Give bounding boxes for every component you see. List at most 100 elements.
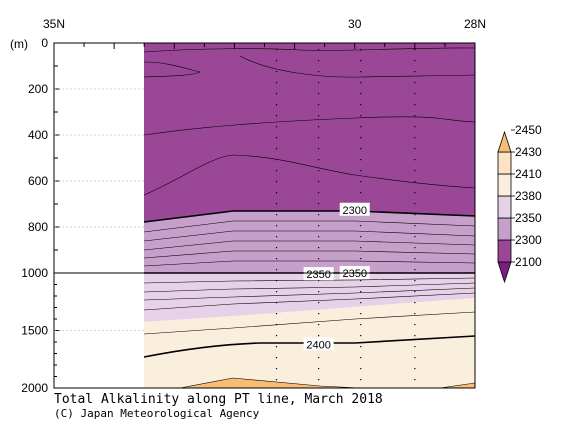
station-sample-dot [414, 170, 416, 172]
alkalinity-field [143, 43, 475, 388]
station-sample-dot [414, 60, 416, 62]
station-sample-dot [275, 335, 278, 337]
colorbar-label: 2100 [515, 255, 542, 269]
station-sample-dot [318, 225, 320, 227]
station-sample-dot [360, 126, 362, 128]
station-sample-dot [318, 60, 320, 62]
left-axis: 0 200 400 600 800 1000 1500 2000 [21, 36, 144, 395]
station-sample-dot [318, 192, 320, 194]
contour-line [143, 154, 475, 196]
colorbar-swatch [497, 217, 512, 241]
station-sample-dot [275, 60, 278, 62]
station-sample-dot [414, 291, 416, 293]
station-sample-dot [360, 115, 362, 117]
station-sample-dot [275, 192, 278, 194]
station-sample-dot [275, 104, 278, 106]
station-sample-dot [275, 357, 278, 359]
station-sample-dot [318, 148, 320, 150]
left-axis-label: 200 [28, 82, 48, 96]
station-sample-dot [275, 170, 278, 172]
contour-label: 2350 [306, 269, 330, 281]
band-2350-2380 [144, 273, 475, 322]
station-sample-dot [360, 159, 362, 161]
contour-line [143, 282, 475, 293]
station-sample-dot [275, 324, 278, 326]
station-sample-dot [414, 137, 416, 139]
station-sample-dot [318, 357, 320, 359]
station-sample-dot [318, 203, 320, 205]
station-sample-dot [414, 104, 416, 106]
station-sample-dot [414, 115, 416, 117]
station-sample-dot [318, 368, 320, 370]
station-sample-dot [414, 49, 416, 51]
station-sample-dot [318, 82, 320, 84]
station-sample-dot [275, 269, 278, 271]
station-sample-dot [275, 291, 278, 293]
left-axis-label: 1000 [21, 266, 48, 280]
station-sample-dot [318, 324, 320, 326]
station-sample-dot [414, 247, 416, 249]
station-sample-dot [275, 236, 278, 238]
station-sample-dot [275, 258, 278, 260]
station-sample-dot [275, 71, 278, 73]
station-sample-dot [275, 49, 278, 51]
station-sample-dot [414, 236, 416, 238]
station-sample-dot [318, 280, 320, 282]
contour-line [143, 287, 475, 301]
contour-label-bg [303, 337, 334, 351]
colorbar-swatch [497, 151, 512, 175]
station-sample-dot [360, 49, 362, 51]
contour-line [239, 55, 475, 78]
station-sample-dot [360, 368, 362, 370]
contour-line [143, 260, 475, 267]
station-sample-dot [275, 137, 278, 139]
station-sample-dot [360, 379, 362, 381]
left-axis-label: 2000 [21, 381, 48, 395]
contour-labels: 2300 2350 2350 2400 [303, 202, 370, 351]
station-sample-dot [275, 159, 278, 161]
left-axis-label: 800 [28, 220, 48, 234]
colorbar-label: 2350 [515, 211, 542, 225]
station-sample-dot [275, 280, 278, 282]
station-sample-dot [414, 313, 416, 315]
contour-line-deep [179, 377, 475, 388]
station-sample-dot [414, 192, 416, 194]
station-sample-dot [275, 247, 278, 249]
colorbar: 2100 2300 2350 2380 2410 2430 2450 [497, 123, 542, 284]
station-sample-dot [414, 269, 416, 271]
station-sample-dot [360, 71, 362, 73]
left-axis-label: 400 [28, 128, 48, 142]
station-sample-dot [414, 71, 416, 73]
left-axis-label: 1500 [21, 324, 48, 338]
chart-credit: (C) Japan Meteorological Agency [54, 407, 260, 420]
colorbar-extend-high [497, 130, 512, 153]
top-axis-label: 28N [464, 17, 486, 31]
station-sample-dot [318, 379, 320, 381]
station-sample-dot [414, 214, 416, 216]
station-sample-dot [414, 346, 416, 348]
contour-label: 2400 [306, 339, 330, 351]
top-axis-label: 35N [43, 17, 65, 31]
station-dots [275, 49, 416, 381]
contour-line-bold [143, 335, 475, 358]
contour-label-bg [339, 202, 370, 216]
station-sample-dot [360, 60, 362, 62]
station-sample-dot [318, 291, 320, 293]
station-sample-dot [360, 247, 362, 249]
contour-line [143, 311, 475, 335]
station-sample-dot [275, 115, 278, 117]
contour-line [143, 220, 475, 233]
station-sample-dot [414, 225, 416, 227]
band-2300-2350 [144, 211, 475, 273]
station-sample-dot [360, 324, 362, 326]
left-axis-label: 600 [28, 174, 48, 188]
top-axis: 35N 30 28N [43, 17, 486, 49]
station-sample-dot [318, 214, 320, 216]
contour-label: 2300 [342, 205, 366, 217]
station-sample-dot [360, 258, 362, 260]
station-sample-dot [414, 302, 416, 304]
station-sample-dot [318, 302, 320, 304]
station-sample-dot [414, 357, 416, 359]
contour-line [143, 116, 475, 136]
